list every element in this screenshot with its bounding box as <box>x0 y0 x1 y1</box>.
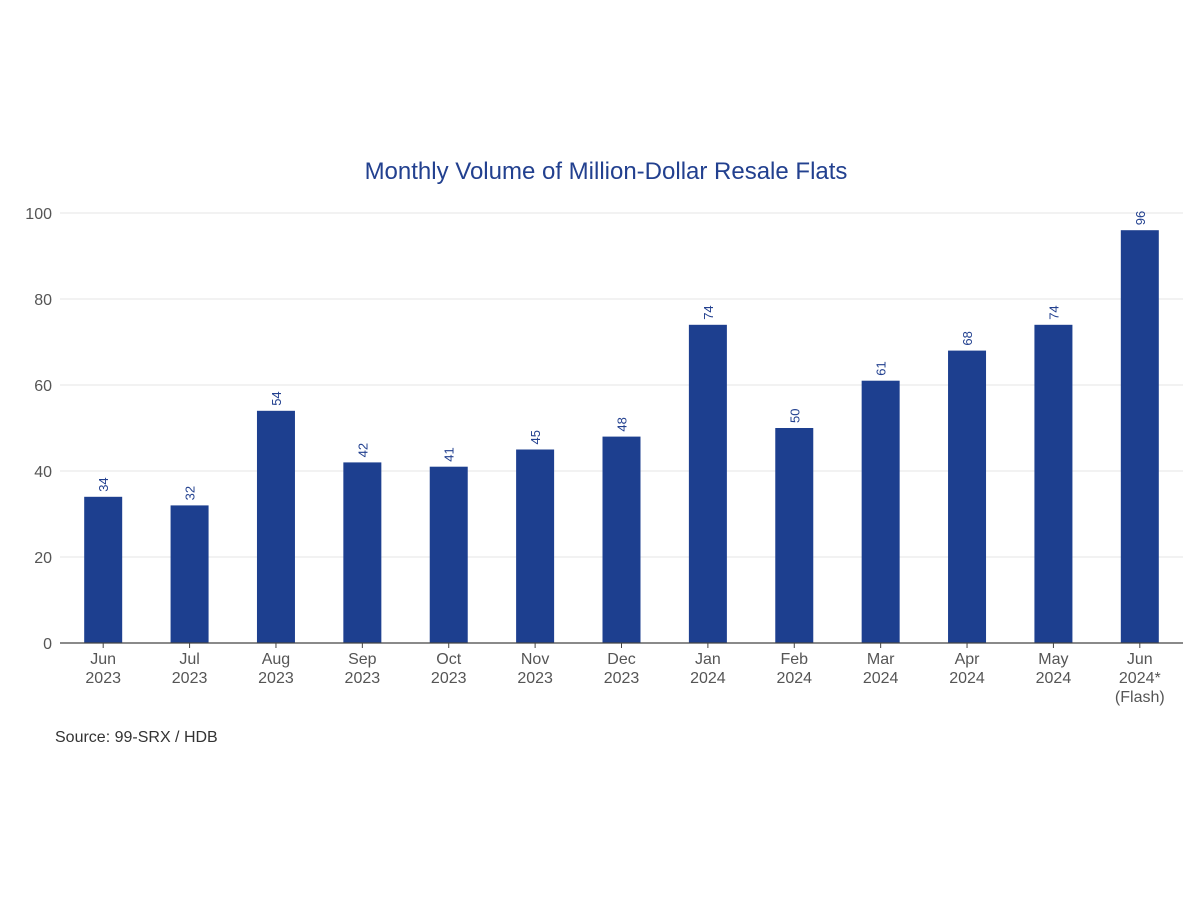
y-tick-label: 0 <box>43 636 52 653</box>
x-tick-label: Sep <box>348 651 377 668</box>
y-tick-label: 20 <box>34 550 52 567</box>
data-label: 61 <box>874 361 889 375</box>
bar-series <box>84 230 1159 643</box>
data-label: 45 <box>528 430 543 444</box>
x-tick-label: Nov <box>521 651 549 668</box>
data-label: 34 <box>96 477 111 491</box>
x-tick-label: 2023 <box>517 670 553 687</box>
data-label: 48 <box>615 417 630 431</box>
axes: 0 20 40 60 80 100 Jun 2023 Jul 2023 Aug 2023 Sep 2023… <box>25 206 1183 706</box>
data-label: 96 <box>1133 211 1148 225</box>
bar <box>688 324 727 643</box>
x-tick-label: (Flash) <box>1115 689 1165 706</box>
data-label: 74 <box>701 305 716 319</box>
x-tick-label: 2024 <box>776 670 812 687</box>
x-tick-label: 2023 <box>345 670 381 687</box>
bar <box>170 505 209 643</box>
x-tick-label: 2023 <box>431 670 467 687</box>
x-tick-label: Aug <box>262 651 290 668</box>
x-tick-label: Dec <box>607 651 635 668</box>
bar <box>256 410 295 643</box>
x-tick-label: 2023 <box>604 670 640 687</box>
bar <box>948 350 987 643</box>
bar <box>516 449 555 643</box>
bar <box>602 436 641 643</box>
x-tick-label: Jun <box>1127 651 1153 668</box>
x-tick-label: 2024* <box>1119 670 1161 687</box>
bar <box>861 380 900 643</box>
y-tick-label: 80 <box>34 292 52 309</box>
x-tick-label: 2023 <box>172 670 208 687</box>
x-tick-label: 2023 <box>85 670 121 687</box>
data-label: 32 <box>183 486 198 500</box>
x-tick-label: 2024 <box>1036 670 1072 687</box>
data-label: 42 <box>355 443 370 457</box>
data-label: 74 <box>1046 305 1061 319</box>
source-note: Source: 99-SRX / HDB <box>55 729 218 746</box>
x-tick-label: Oct <box>436 651 461 668</box>
data-labels: 34 32 54 42 41 45 48 74 50 61 68 74 96 <box>96 211 1148 501</box>
x-tick-label: 2023 <box>258 670 294 687</box>
data-label: 54 <box>269 391 284 405</box>
y-tick-label: 100 <box>25 206 52 223</box>
y-tick-label: 40 <box>34 464 52 481</box>
x-tick-label: Jun <box>90 651 116 668</box>
x-tick-label: May <box>1038 651 1068 668</box>
data-label: 68 <box>960 331 975 345</box>
bar <box>775 428 814 643</box>
bar <box>429 466 468 643</box>
x-tick-label: Feb <box>780 651 808 668</box>
chart-title: Monthly Volume of Million-Dollar Resale … <box>364 158 848 185</box>
bar <box>343 462 382 643</box>
data-label: 41 <box>442 447 457 461</box>
bar <box>84 496 123 643</box>
data-label: 50 <box>787 409 802 423</box>
bar <box>1034 324 1073 643</box>
x-tick-label: Jul <box>179 651 199 668</box>
y-tick-label: 60 <box>34 378 52 395</box>
x-tick-label: 2024 <box>949 670 985 687</box>
bar <box>1120 230 1159 643</box>
x-tick-label: 2024 <box>863 670 899 687</box>
x-tick-label: Apr <box>955 651 981 668</box>
x-tick-label: 2024 <box>690 670 726 687</box>
x-tick-label: Jan <box>695 651 721 668</box>
x-tick-label: Mar <box>867 651 895 668</box>
